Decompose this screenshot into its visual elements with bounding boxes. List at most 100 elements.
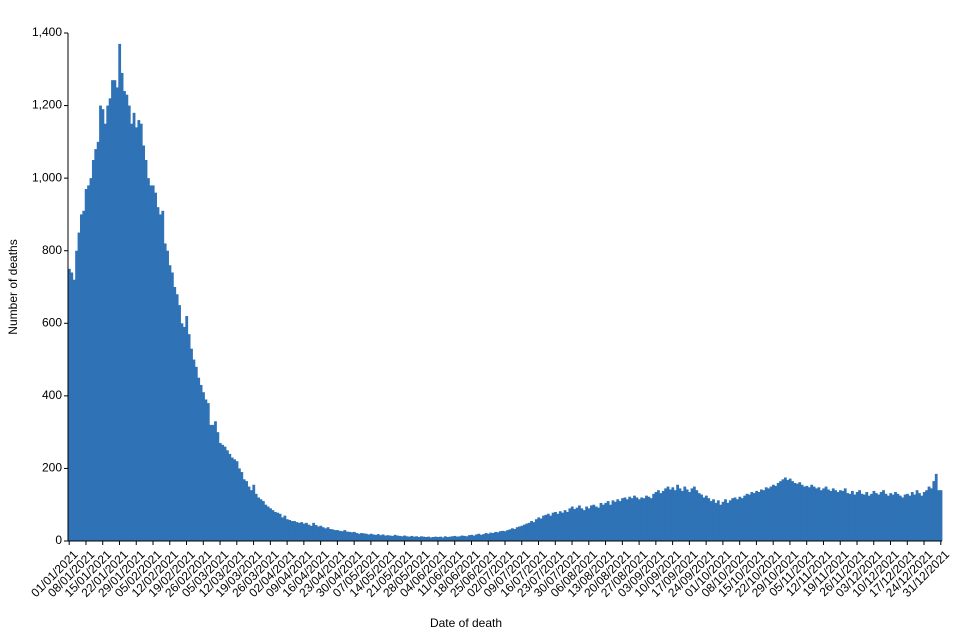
bar: [925, 490, 929, 541]
bar: [580, 508, 584, 541]
bar: [276, 512, 280, 541]
bar: [774, 485, 778, 541]
bar: [848, 493, 852, 541]
bar: [168, 265, 172, 541]
bar: [575, 507, 579, 541]
bar: [697, 493, 701, 541]
bar: [295, 522, 299, 541]
bar: [585, 506, 589, 541]
bar: [317, 526, 320, 541]
bar: [422, 536, 426, 541]
bar: [479, 534, 483, 541]
bar: [408, 536, 411, 541]
bar: [410, 535, 414, 541]
bar: [388, 535, 392, 541]
bar: [757, 492, 761, 541]
bar: [922, 492, 926, 541]
bar: [329, 529, 332, 541]
bar: [882, 490, 885, 541]
bar: [798, 482, 802, 541]
bar: [568, 508, 572, 541]
bar: [822, 488, 826, 541]
bar: [544, 514, 548, 541]
y-tick-label: 600: [42, 315, 62, 329]
bar: [609, 504, 612, 541]
bar: [206, 403, 210, 541]
bar: [762, 490, 766, 541]
bar: [716, 500, 720, 541]
bar: [910, 492, 914, 541]
bar: [525, 523, 529, 541]
bar: [688, 492, 691, 541]
bar: [570, 506, 574, 541]
bar: [448, 536, 452, 541]
bar: [242, 479, 246, 541]
bar: [77, 232, 81, 542]
bar: [266, 506, 270, 541]
bar: [463, 535, 466, 541]
bar: [692, 486, 696, 541]
bar: [312, 522, 316, 541]
bar: [190, 348, 193, 541]
bar: [285, 519, 289, 541]
bar: [199, 384, 203, 541]
bar: [551, 512, 555, 541]
bar: [779, 481, 782, 541]
bar: [362, 533, 366, 541]
bar: [111, 80, 114, 542]
bar: [360, 533, 363, 541]
bar: [685, 489, 689, 541]
bar: [254, 493, 258, 541]
bar: [142, 145, 146, 541]
bar: [194, 366, 198, 541]
bar: [788, 478, 792, 541]
bar: [642, 498, 646, 541]
bar: [510, 528, 514, 541]
bar: [561, 512, 565, 541]
bar: [934, 473, 938, 541]
bar: [546, 513, 550, 541]
bar: [427, 536, 430, 541]
bar: [520, 525, 524, 541]
bar: [247, 486, 251, 541]
bar: [803, 486, 806, 541]
bar: [865, 492, 869, 541]
bar: [429, 537, 433, 541]
bar: [795, 483, 799, 541]
bar: [393, 534, 397, 541]
bar: [226, 450, 229, 541]
bar: [810, 484, 814, 541]
bar: [94, 149, 98, 541]
bar: [829, 490, 833, 541]
bar: [348, 531, 351, 541]
bar: [132, 112, 136, 541]
bar: [273, 511, 277, 541]
bar: [68, 268, 71, 541]
bar: [558, 511, 562, 541]
bar: [158, 214, 162, 541]
bar: [288, 519, 292, 541]
bar: [827, 489, 830, 541]
bar: [379, 535, 383, 541]
bar: [815, 488, 818, 541]
bar: [872, 490, 876, 541]
bar: [755, 490, 759, 541]
bar: [515, 527, 519, 541]
bar: [491, 533, 495, 541]
bar: [412, 536, 416, 541]
bar: [501, 530, 505, 541]
bar: [101, 109, 105, 541]
bar: [125, 94, 129, 541]
bar: [436, 537, 440, 541]
bar: [187, 334, 191, 541]
bar: [786, 480, 790, 541]
bar: [261, 501, 265, 541]
bar: [79, 214, 83, 541]
bar: [750, 492, 754, 541]
bar: [70, 272, 74, 541]
bar: [331, 529, 335, 541]
bar: [532, 522, 536, 541]
bar: [680, 490, 684, 541]
bar: [839, 490, 842, 541]
bar: [918, 493, 921, 541]
